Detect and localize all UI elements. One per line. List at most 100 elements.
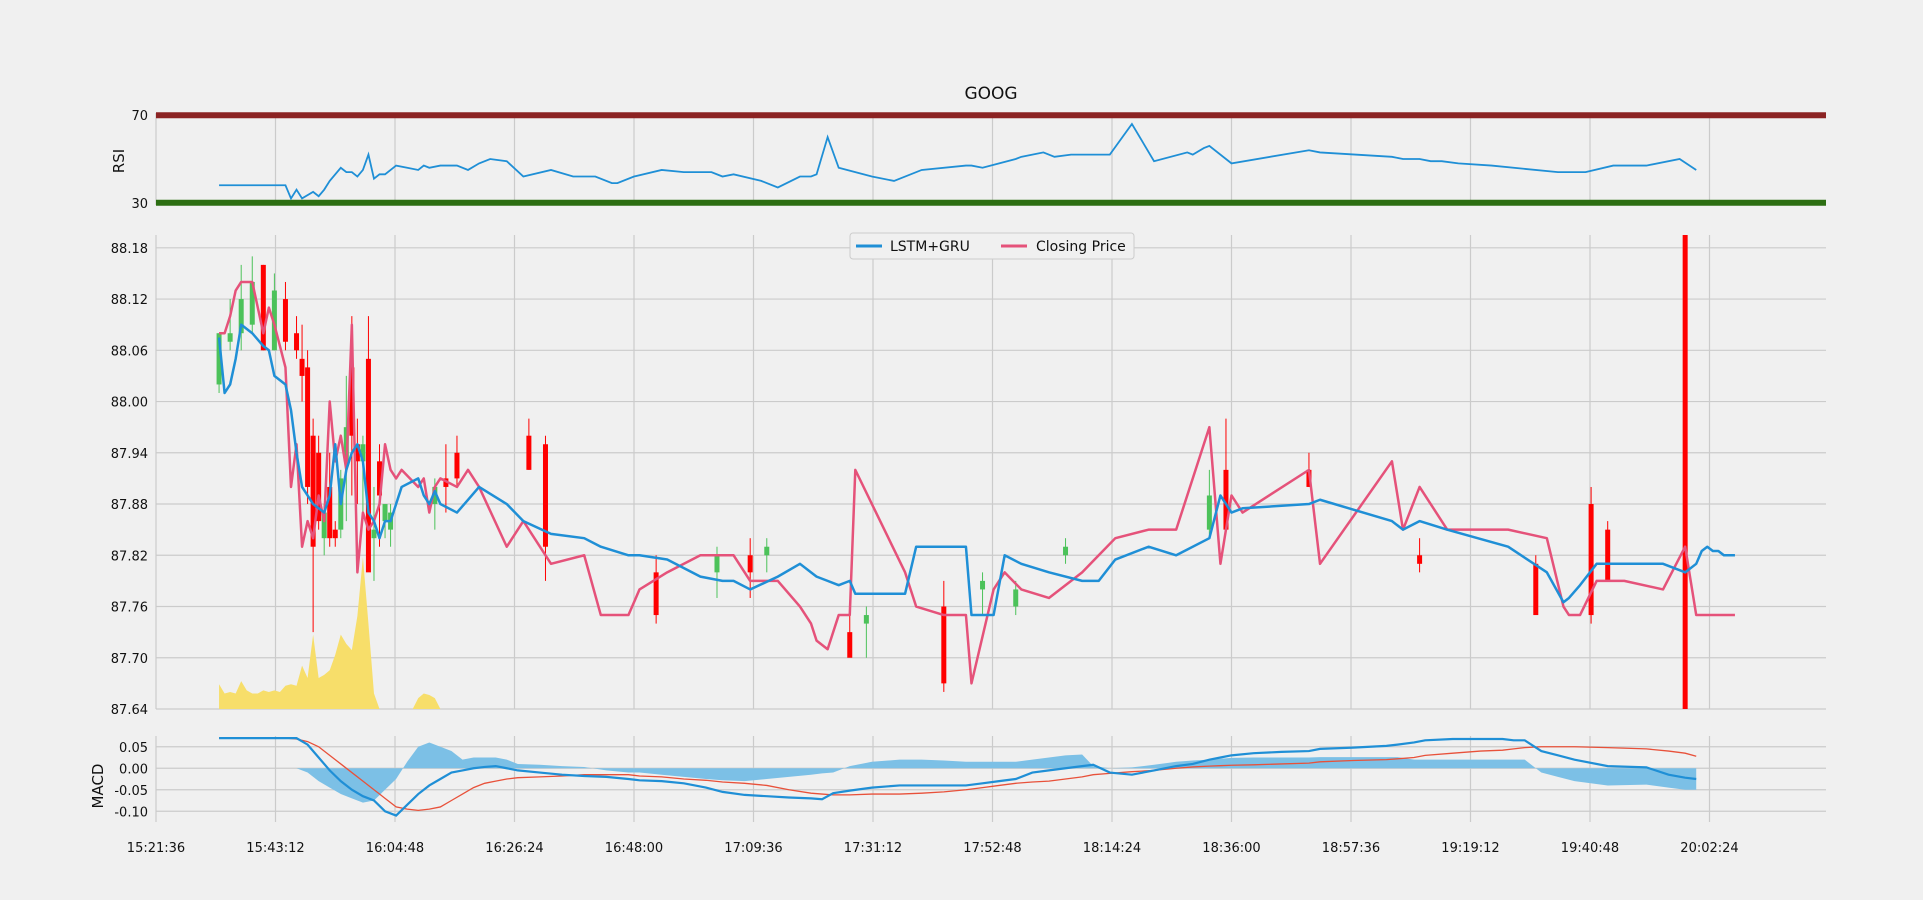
price-y-tick-label: 88.00 — [111, 396, 148, 411]
candle-body — [238, 299, 244, 334]
rsi-panel: 70 30 RSI — [110, 109, 1826, 212]
price-series-layer — [217, 280, 1735, 685]
candle-body — [316, 452, 322, 522]
price-y-tick-label: 88.06 — [111, 344, 148, 359]
candle — [327, 452, 333, 547]
price-y-ticks: 88.18 88.12 88.06 88.00 87.94 87.88 87.82 87.76… — [111, 242, 148, 718]
candle — [1013, 580, 1019, 616]
candle-body — [653, 572, 659, 616]
candle-body — [260, 264, 266, 351]
candle-body — [382, 504, 388, 522]
price-gridlines — [155, 235, 1826, 710]
candle — [365, 316, 371, 573]
candle — [294, 316, 300, 359]
rsi-y-axis-label: RSI — [110, 149, 128, 173]
price-y-tick-label: 88.18 — [111, 242, 148, 257]
x-tick-label: 15:21:36 — [127, 841, 185, 856]
x-tick-label: 15:43:12 — [246, 841, 304, 856]
candle — [371, 486, 377, 581]
price-y-tick-label: 87.94 — [111, 447, 148, 462]
candle-body — [1533, 563, 1539, 616]
candle — [354, 418, 360, 505]
candle-body — [980, 580, 986, 590]
candle-body — [360, 444, 366, 462]
price-y-tick-label: 87.70 — [111, 652, 148, 667]
chart-title: GOOG — [964, 84, 1017, 104]
candle-body — [1588, 504, 1594, 616]
x-tick-label: 19:19:12 — [1441, 841, 1499, 856]
candle-body — [863, 615, 869, 624]
candle-body — [847, 632, 853, 658]
candle-body — [249, 281, 255, 325]
candle — [443, 444, 449, 513]
x-tick-label: 18:36:00 — [1202, 841, 1260, 856]
macd-y-tick-label: 0.05 — [119, 741, 148, 756]
price-y-tick-label: 87.88 — [111, 498, 148, 513]
candle-body — [271, 290, 277, 351]
candle — [305, 350, 311, 505]
candle — [653, 555, 659, 624]
candle-body — [1605, 529, 1611, 581]
x-tick-label: 16:48:00 — [605, 841, 663, 856]
closing-price-line — [219, 280, 1735, 685]
candle — [941, 580, 947, 692]
candle — [1063, 538, 1069, 564]
candle — [271, 273, 277, 351]
candle-body — [349, 367, 355, 436]
candle — [310, 418, 316, 633]
price-y-tick-label: 87.64 — [111, 703, 148, 718]
x-tick-label: 17:52:48 — [963, 841, 1021, 856]
candle — [980, 572, 986, 616]
candle — [299, 324, 305, 402]
candle-body — [1013, 589, 1019, 607]
candle-body — [327, 486, 333, 539]
candle — [747, 538, 753, 598]
x-tick-label: 18:57:36 — [1322, 841, 1380, 856]
price-y-tick-label: 87.82 — [111, 549, 148, 564]
candle-body — [941, 606, 947, 684]
candle — [249, 256, 255, 334]
rsi-line — [219, 122, 1697, 201]
candle — [238, 264, 244, 351]
macd-y-tick-label: -0.10 — [114, 805, 148, 820]
x-tick-label: 16:26:24 — [485, 841, 543, 856]
x-tick-label: 17:31:12 — [844, 841, 902, 856]
candle — [764, 538, 770, 573]
x-tick-label: 17:09:36 — [724, 841, 782, 856]
rsi-y-tick-label: 70 — [131, 109, 148, 124]
candle — [526, 418, 532, 470]
candle — [260, 264, 266, 351]
price-y-tick-label: 87.76 — [111, 601, 148, 616]
x-tick-label: 18:14:24 — [1083, 841, 1141, 856]
candle — [1223, 418, 1229, 530]
legend: LSTM+GRU Closing Price — [849, 232, 1135, 260]
candlestick-layer — [216, 235, 1688, 709]
macd-y-tick-label: -0.05 — [114, 784, 148, 799]
macd-line — [219, 737, 1697, 817]
signal-line — [219, 737, 1697, 812]
candle-body — [216, 333, 222, 385]
legend-label-closing-price: Closing Price — [1036, 239, 1126, 255]
candle — [227, 299, 233, 351]
candle-body — [1417, 555, 1423, 564]
candle-body — [443, 478, 449, 487]
candle-body — [299, 358, 305, 376]
candle — [1605, 521, 1611, 581]
candle — [388, 504, 394, 547]
candle-body — [354, 444, 360, 462]
candle-body — [1063, 546, 1069, 556]
price-y-tick-label: 88.12 — [111, 293, 148, 308]
candle-body — [454, 452, 460, 479]
x-tick-label: 19:40:48 — [1561, 841, 1619, 856]
x-tick-label: 16:04:48 — [366, 841, 424, 856]
rsi-y-ticks: 70 30 — [131, 109, 148, 212]
candle-body — [332, 529, 338, 539]
candle-body — [432, 486, 438, 505]
candle — [1682, 235, 1688, 709]
rsi-y-tick-label: 30 — [131, 197, 148, 212]
macd-histogram — [219, 742, 1697, 803]
volume-area-layer — [219, 557, 441, 709]
volume-area — [219, 557, 441, 709]
macd-series-layer — [219, 737, 1697, 817]
